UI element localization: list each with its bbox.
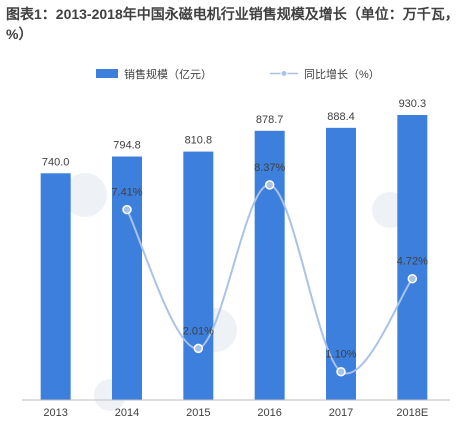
x-tick-label: 2018E [396, 407, 428, 419]
chart-title: 图表1：2013-2018年中国永磁电机行业销售规模及增长（单位：万千瓦，%） [6, 6, 459, 42]
bar-labels: 740.0 794.8 810.8 878.7 888.4 930.3 [42, 98, 426, 168]
growth-point-2014 [122, 204, 132, 215]
bar-value-label: 878.7 [256, 114, 284, 126]
growth-point-2018E [407, 273, 418, 284]
x-tick-label: 2016 [257, 407, 281, 419]
legend-bar-swatch [96, 69, 118, 78]
bar-series [40, 115, 428, 400]
growth-value-label: 4.72% [397, 256, 428, 268]
x-tick-labels: 2013 2014 2015 2016 2017 2018E [43, 407, 428, 419]
growth-point-2017 [336, 366, 346, 377]
bar-value-label: 740.0 [42, 156, 70, 168]
growth-point-2016 [264, 180, 275, 190]
bar-2013 [40, 173, 71, 400]
x-tick-label: 2015 [186, 407, 210, 419]
legend-line-label: 同比增长（%） [304, 67, 380, 81]
legend-bar-label: 销售规模（亿元） [124, 67, 212, 81]
bar-2018E [397, 115, 428, 400]
growth-value-label: 2.01% [183, 325, 214, 337]
legend: 销售规模（亿元） 同比增长（%） [96, 67, 380, 81]
growth-labels: 7.41% 2.01% 8.37% 1.10% 4.72% [111, 162, 428, 361]
x-tick-label: 2013 [43, 407, 67, 419]
growth-point-2015 [193, 343, 204, 354]
bar-2016 [254, 130, 285, 400]
growth-points [122, 180, 418, 377]
bar-2015 [183, 151, 214, 400]
x-tick-label: 2017 [329, 407, 353, 419]
growth-value-label: 1.10% [325, 349, 356, 361]
legend-line-marker [280, 70, 288, 77]
bar-2014 [112, 156, 142, 400]
bar-value-label: 888.4 [327, 111, 355, 123]
x-tick-label: 2014 [115, 407, 139, 419]
bar-value-label: 810.8 [185, 135, 213, 147]
bar-value-label: 930.3 [399, 98, 427, 110]
growth-value-label: 7.41% [111, 187, 142, 199]
growth-value-label: 8.37% [254, 162, 285, 174]
bar-value-label: 794.8 [113, 140, 141, 152]
